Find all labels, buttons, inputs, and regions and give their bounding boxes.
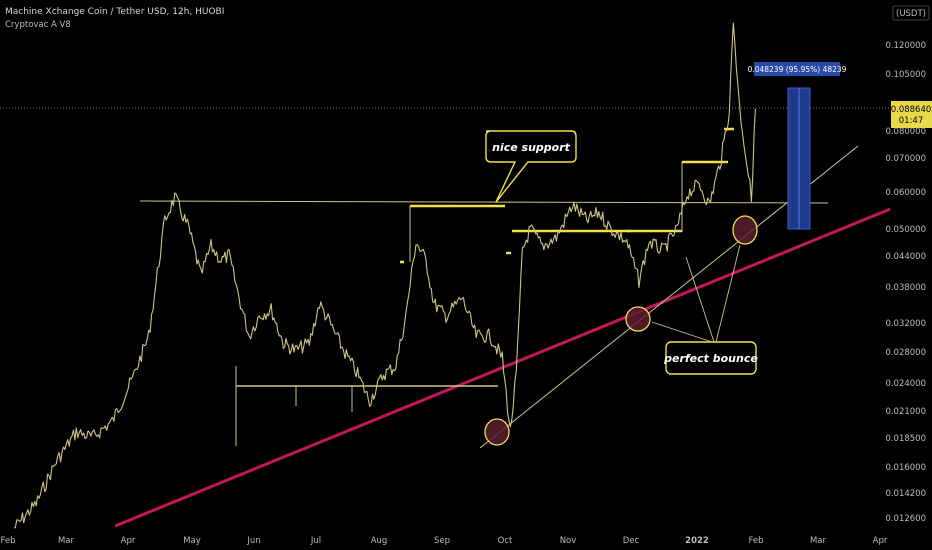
measure-label: 0.048239 (95.95%) 48239 [748,65,847,74]
time-tick-label: Feb [748,536,763,546]
price-tick-label: 0.080000 [885,127,926,137]
plot-area: 0.048239 (95.95%) 48239 nice support perfe… [0,22,932,529]
currency-label: (USDT) [896,9,926,19]
time-tick-label: Mar [58,536,75,546]
time-tick-label: Oct [498,536,513,546]
price-tick-label: 0.038000 [885,283,926,293]
pointer-line [651,321,713,343]
bounce-circle[interactable] [732,215,758,245]
currency-badge[interactable] [892,5,930,21]
price-tick-label: 0.028000 [885,348,926,358]
time-tick-label: Apr [121,536,136,546]
time-tick-label: Dec [623,536,640,546]
last-price-label: 0.088640 [891,105,932,115]
time-tick-label: Feb [0,536,15,546]
time-tick-label: May [183,536,201,546]
price-tick-label: 0.014200 [885,489,926,499]
measure-label-bg [754,62,840,76]
price-tick-label: 0.021000 [885,407,926,417]
bounce-circle[interactable] [625,306,651,332]
time-axis[interactable]: Feb Mar Apr May Jun Jul Aug Sep Oct Nov Dec 2022 Feb… [0,536,887,546]
price-tick-label: 0.105000 [885,70,926,80]
time-tick-label: Apr [873,536,888,546]
perfect-bounce-label: perfect bounce [663,352,758,365]
pointer-line [685,256,715,343]
price-tick-label: 0.050000 [885,225,926,235]
time-tick-label: Aug [371,536,388,546]
price-tick-label: 0.120000 [885,41,926,51]
price-axis-bg [890,0,932,550]
resistance-line[interactable] [139,200,829,204]
price-axis[interactable]: (USDT) 0.120000 0.105000 0.080000 0.070000 0.… [885,0,932,550]
price-tick-label: 0.018500 [885,434,926,444]
price-tick-label: 0.024000 [885,379,926,389]
price-tick-label: 0.060000 [885,188,926,198]
time-tick-label: Jul [310,536,321,546]
long-trendline[interactable] [114,190,932,528]
pointer-line [715,244,741,343]
price-tick-label: 0.044000 [885,252,926,262]
price-tick-label: 0.070000 [885,154,926,164]
price-tick-label: 0.032000 [885,319,926,329]
price-series-line[interactable] [13,22,756,529]
symbol-title: Machine Xchange Coin / Tether USD, 12h, … [5,7,225,17]
time-tick-label: Mar [810,536,827,546]
last-price-badge[interactable] [891,101,932,128]
price-tick-label: 0.012600 [885,514,926,524]
countdown-label: 01:47 [899,116,924,126]
time-tick-label: 2022 [685,536,709,546]
nice-support-callout[interactable] [485,130,577,203]
time-tick-label: Jun [246,536,260,546]
bounce-circle[interactable] [484,418,510,446]
indicator-label: Cryptovac A V8 [5,20,71,30]
nice-support-label: nice support [492,141,571,154]
price-tick-label: 0.016000 [885,463,926,473]
time-tick-label: Nov [560,536,577,546]
time-tick-label: Sep [434,536,450,546]
